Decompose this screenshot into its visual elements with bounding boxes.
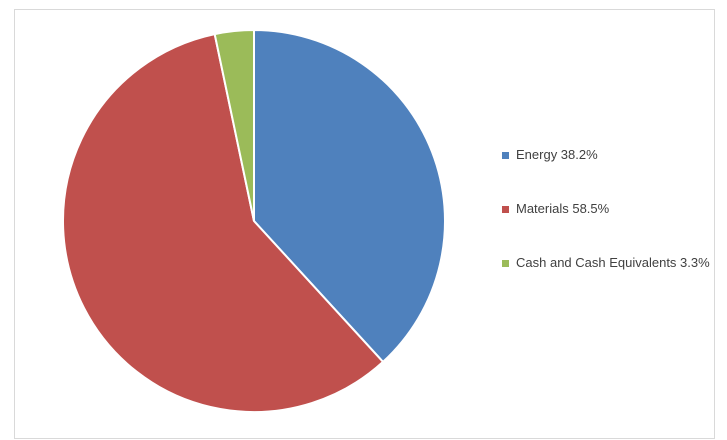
pie-slice-energy — [253, 28, 446, 364]
legend: Energy 38.2% Materials 58.5% Cash and Ca… — [502, 147, 717, 271]
legend-swatch-cash — [502, 260, 509, 267]
legend-swatch-energy — [502, 152, 509, 159]
legend-item-cash: Cash and Cash Equivalents 3.3% — [502, 255, 717, 271]
legend-swatch-materials — [502, 206, 509, 213]
chart-area: Energy 38.2% Materials 58.5% Cash and Ca… — [14, 9, 715, 439]
pie-slice-materials — [62, 32, 385, 413]
pie-chart — [62, 28, 446, 413]
legend-label-materials: Materials 58.5% — [516, 201, 610, 216]
legend-label-energy: Energy 38.2% — [516, 147, 598, 162]
legend-label-cash: Cash and Cash Equivalents 3.3% — [516, 255, 710, 270]
legend-item-energy: Energy 38.2% — [502, 147, 717, 163]
pie-slice-cash — [213, 28, 255, 222]
legend-item-materials: Materials 58.5% — [502, 201, 717, 217]
